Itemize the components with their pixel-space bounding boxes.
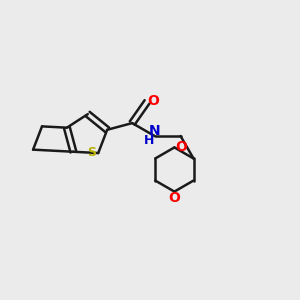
Text: O: O	[147, 94, 159, 108]
Text: O: O	[168, 191, 180, 205]
Text: H: H	[144, 134, 154, 147]
Text: O: O	[175, 140, 187, 154]
Text: N: N	[149, 124, 161, 138]
Text: S: S	[87, 146, 96, 159]
